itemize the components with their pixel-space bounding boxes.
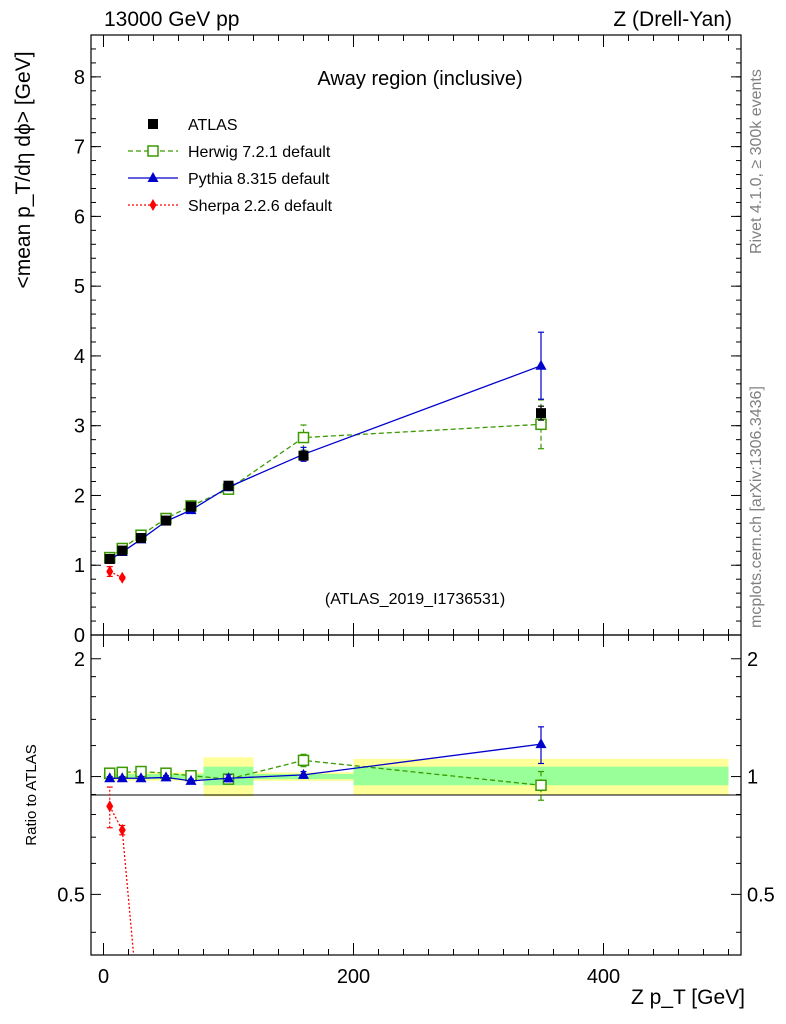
y-tick-label: 8 (74, 67, 85, 89)
main-herwig-point (297, 431, 310, 444)
x-axis-label: Z p_T [GeV] (631, 986, 745, 1009)
ratio-pythia-point (135, 772, 147, 783)
main-sherpa-point (118, 571, 126, 584)
main-atlas-point (186, 501, 196, 512)
ratio-pythia-point (535, 738, 547, 749)
main-y-axis-label: <mean p_T/dη dϕ> [GeV] (12, 51, 35, 288)
reference-id-label: (ATLAS_2019_I1736531) (325, 591, 505, 608)
ratio-y-tick-label-right: 1 (747, 767, 758, 789)
main-atlas-point (223, 480, 234, 491)
ratio-sherpa-point (118, 824, 126, 837)
main-atlas-point (104, 553, 115, 564)
y-tick-label: 6 (74, 206, 85, 228)
main-herwig-line (109, 423, 542, 559)
main-panel-ticks (91, 35, 741, 636)
main-pythia-point (535, 359, 547, 370)
y-tick-label: 3 (74, 416, 85, 438)
main-y-tick-labels: 0 1 2 3 4 5 6 7 8 (74, 67, 85, 647)
main-atlas-point (136, 533, 146, 544)
legend-label: ATLAS (188, 117, 238, 134)
ratio-pythia-point (298, 768, 309, 779)
ratio-y-tick-label-right: 0.5 (747, 884, 775, 906)
ratio-herwig-line (109, 759, 542, 786)
ratio-pythia-point (223, 772, 234, 783)
main-panel-series (104, 331, 547, 584)
main-sherpa-point (106, 565, 114, 578)
legend-label: Herwig 7.2.1 default (188, 144, 331, 161)
main-atlas-point (117, 545, 128, 556)
ratio-pythia-point (104, 772, 116, 783)
legend-marker (147, 172, 159, 182)
main-atlas-point (298, 450, 309, 461)
ratio-sherpa-line (109, 805, 135, 955)
ratio-y-tick-label: 1 (74, 767, 85, 789)
legend-label: Sherpa 2.2.6 default (188, 198, 333, 215)
ratio-panel-series (104, 726, 547, 955)
ratio-pythia-point (185, 774, 197, 785)
main-plot-title: Away region (inclusive) (317, 68, 522, 90)
ratio-y-tick-label: 2 (74, 649, 85, 671)
ratio-pythia-point (116, 772, 128, 783)
ratio-y-axis-label: Ratio to ATLAS (23, 744, 40, 845)
ratio-herwig-point (297, 754, 310, 767)
y-tick-label: 1 (74, 555, 85, 577)
ratio-panel-frame (90, 634, 742, 956)
ratio-uncertainty-bands (103, 757, 729, 797)
x-tick-label: 400 (587, 966, 620, 988)
legend-marker (149, 199, 157, 211)
y-tick-label: 5 (74, 276, 85, 298)
main-herwig-point (535, 418, 547, 431)
main-atlas-point (161, 515, 171, 526)
legend: ATLAS Herwig 7.2.1 default Pythia 8.315 de… (128, 117, 333, 215)
y-tick-label: 4 (74, 346, 85, 368)
main-pythia-line (109, 365, 542, 561)
ratio-panel-ticks (91, 635, 741, 955)
y-tick-label: 7 (74, 137, 85, 159)
y-tick-label: 0 (74, 625, 85, 647)
ratio-herwig-point (535, 779, 547, 792)
x-tick-label: 200 (337, 966, 370, 988)
mcplots-source-label: mcplots.cern.ch [arXiv:1306.3436] (748, 386, 765, 628)
x-tick-label: 0 (98, 966, 109, 988)
header-process-label: Z (Drell-Yan) (613, 8, 732, 31)
ratio-pythia-point (160, 771, 172, 782)
ratio-y-tick-label: 0.5 (57, 884, 85, 906)
rivet-version-label: Rivet 4.1.0, ≥ 300k events (748, 69, 765, 254)
header-energy-label: 13000 GeV pp (104, 8, 239, 31)
y-tick-label: 2 (74, 485, 85, 507)
legend-marker (148, 119, 158, 129)
legend-label: Pythia 8.315 default (188, 171, 330, 188)
main-atlas-point (536, 408, 546, 419)
legend-marker (147, 145, 159, 157)
ratio-y-tick-label-right: 2 (747, 649, 758, 671)
ratio-sherpa-point (106, 800, 114, 813)
ratio-tick-labels: 0 200 400 0.5 0.5 1 1 2 2 (57, 649, 775, 988)
